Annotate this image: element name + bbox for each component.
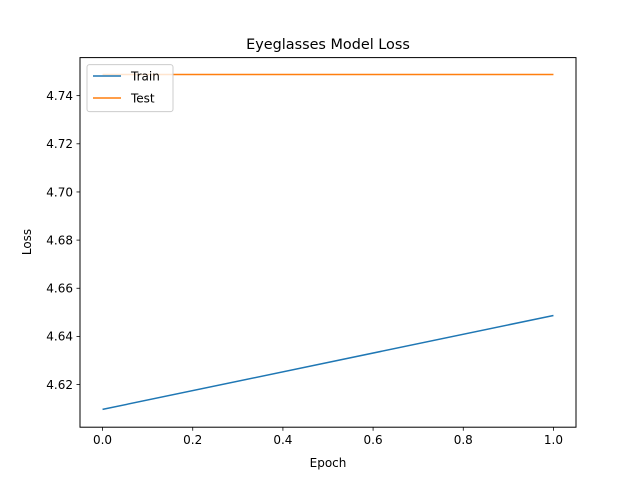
x-axis-label: Epoch xyxy=(310,456,347,470)
x-tick-label: 0.8 xyxy=(454,433,473,447)
x-tick-label: 1.0 xyxy=(544,433,563,447)
legend-label-train: Train xyxy=(130,69,160,83)
x-axis: 0.0 0.2 0.4 0.6 0.8 1.0 xyxy=(93,427,563,447)
y-tick-label: 4.66 xyxy=(46,282,73,296)
plot-frame xyxy=(79,57,577,428)
legend: Train Test xyxy=(86,64,174,113)
y-axis-label: Loss xyxy=(20,229,34,255)
y-tick-label: 4.70 xyxy=(46,185,73,199)
y-axis: 4.62 4.64 4.66 4.68 4.70 4.72 4.74 xyxy=(46,89,80,392)
x-tick-label: 0.4 xyxy=(273,433,292,447)
y-tick-label: 4.62 xyxy=(46,378,73,392)
plot-area xyxy=(102,73,554,411)
y-tick-label: 4.74 xyxy=(46,89,73,103)
y-tick-label: 4.68 xyxy=(46,233,73,247)
x-tick-label: 0.0 xyxy=(93,433,112,447)
legend-label-test: Test xyxy=(130,91,155,105)
x-tick-label: 0.6 xyxy=(364,433,383,447)
y-tick-label: 4.64 xyxy=(46,330,73,344)
y-tick-label: 4.72 xyxy=(46,137,73,151)
legend-box xyxy=(86,64,174,113)
x-tick-label: 0.2 xyxy=(183,433,202,447)
series-line-train xyxy=(102,314,554,411)
chart-title: Eyeglasses Model Loss xyxy=(246,37,410,53)
